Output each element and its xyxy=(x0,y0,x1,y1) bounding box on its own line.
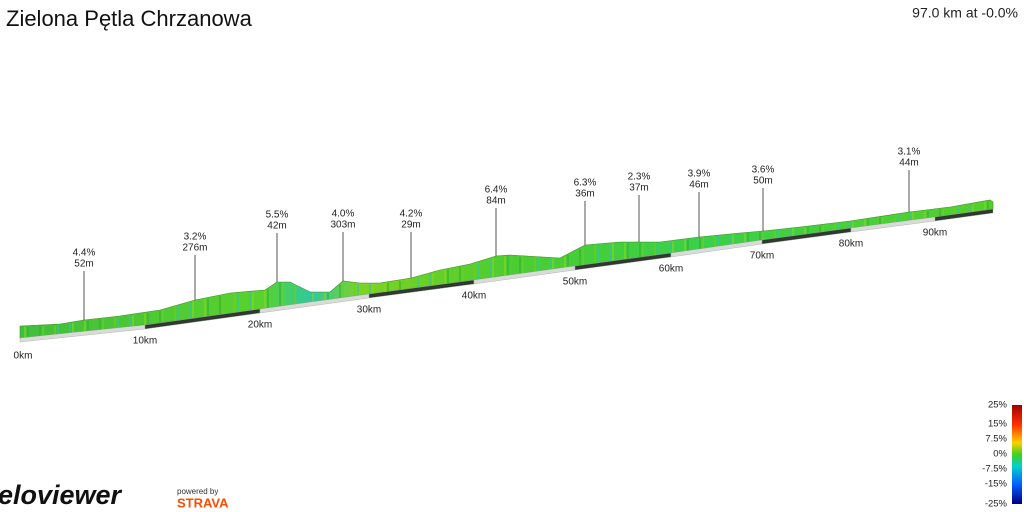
distance-ribbon xyxy=(19,208,994,343)
distance-label: 80km xyxy=(839,239,863,250)
legend-label: -7.5% xyxy=(982,464,1007,475)
climb-height: 84m xyxy=(486,196,505,207)
gradient-legend-bar xyxy=(1012,405,1022,504)
climb-height: 52m xyxy=(74,259,93,270)
logo: veloviewer xyxy=(0,480,123,510)
climb-gradient: 6.4% xyxy=(485,185,508,196)
summary: 97.0 km at -0.0% xyxy=(912,5,1018,21)
title: Zielona Pętla Chrzanowa xyxy=(6,6,253,31)
climb-height: 46m xyxy=(689,180,708,191)
climb-height: 36m xyxy=(575,189,594,200)
distance-label: 70km xyxy=(750,251,774,262)
climb-gradient: 4.2% xyxy=(400,209,423,220)
ribbon-segment xyxy=(934,208,994,222)
climb-gradient: 4.0% xyxy=(332,209,355,220)
climb-gradient: 2.3% xyxy=(628,172,651,183)
climb-height: 37m xyxy=(629,183,648,194)
climb-gradient: 3.1% xyxy=(898,147,921,158)
climb-height: 42m xyxy=(267,221,286,232)
profile-surface xyxy=(19,199,994,339)
climb-gradient: 6.3% xyxy=(574,178,597,189)
climb-height: 44m xyxy=(899,158,918,169)
climb-gradient: 5.5% xyxy=(266,210,289,221)
legend-label: 25% xyxy=(988,400,1008,411)
powered-by: powered by xyxy=(177,487,218,496)
climb-height: 276m xyxy=(182,243,207,254)
distance-label: 20km xyxy=(248,320,272,331)
distance-label: 40km xyxy=(462,291,486,302)
labels: 0km 10km 20km 30km 40km 50km 60km 70km 80km 90km 4… xyxy=(14,147,1008,510)
climb-height: 303m xyxy=(330,220,355,231)
climb-gradient: 3.2% xyxy=(184,232,207,243)
climb-gradient: 4.4% xyxy=(73,248,96,259)
distance-label: 60km xyxy=(659,264,683,275)
climb-height: 50m xyxy=(753,176,772,187)
climb-gradient: 3.6% xyxy=(752,165,775,176)
legend-label: 7.5% xyxy=(985,434,1007,445)
climb-gradient: 3.9% xyxy=(688,169,711,180)
distance-label: 0km xyxy=(14,351,33,362)
legend-label: 0% xyxy=(993,449,1007,460)
distance-label: 50km xyxy=(563,277,587,288)
legend-label: 15% xyxy=(988,419,1008,430)
climb-height: 29m xyxy=(401,220,420,231)
elevation-profile xyxy=(19,199,994,339)
distance-label: 30km xyxy=(357,305,381,316)
strava: STRAVA xyxy=(177,495,229,510)
distance-label: 90km xyxy=(923,228,947,239)
legend-label: -25% xyxy=(985,499,1008,510)
legend-label: -15% xyxy=(985,479,1008,490)
distance-label: 10km xyxy=(133,336,157,347)
